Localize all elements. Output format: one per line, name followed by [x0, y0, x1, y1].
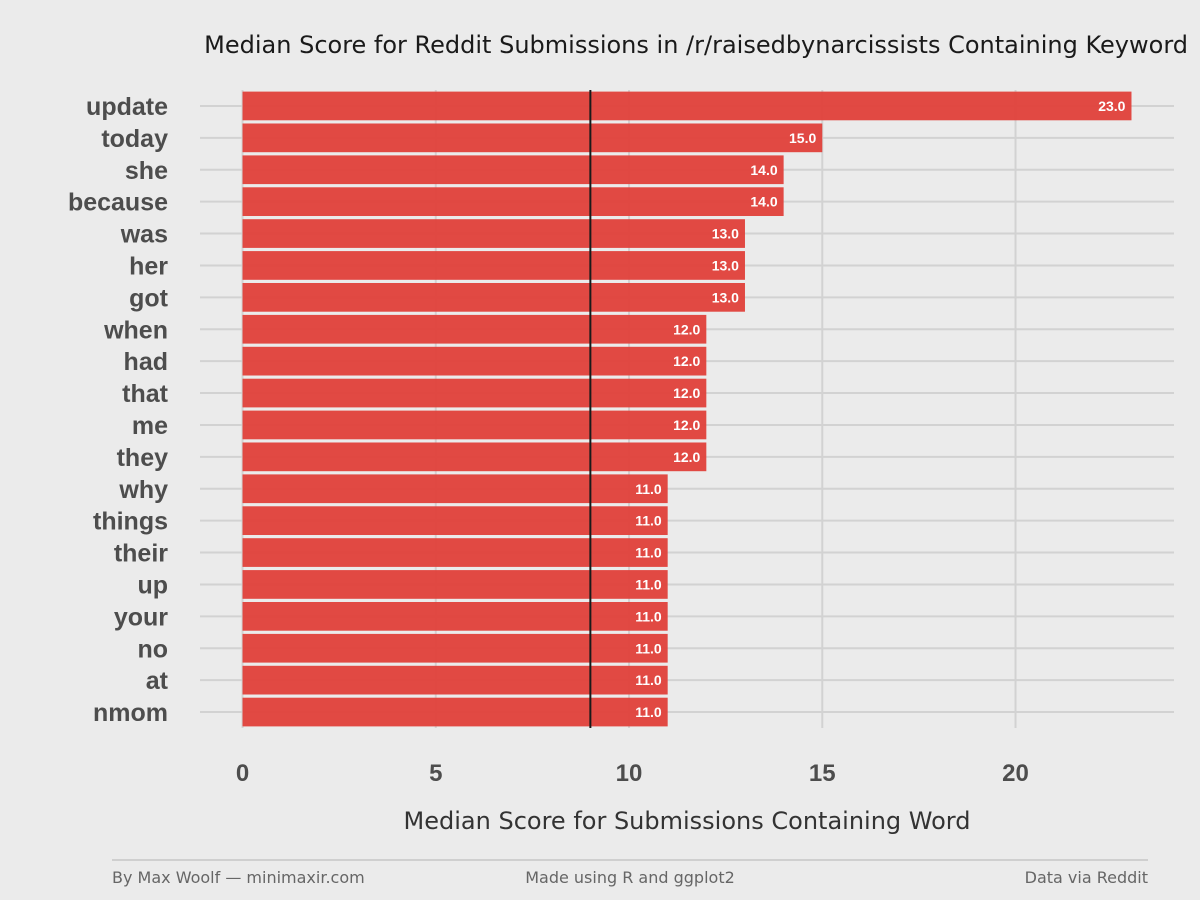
data-label-was: 13.0 [712, 226, 739, 242]
y-label-no: no [137, 635, 168, 663]
bar-got [242, 282, 745, 312]
data-label-they: 12.0 [673, 449, 700, 465]
data-label-today: 15.0 [789, 130, 816, 146]
data-label-your: 11.0 [635, 608, 662, 624]
data-label-things: 11.0 [635, 513, 662, 529]
y-label-her: her [129, 252, 168, 280]
y-label-was: was [120, 221, 168, 249]
bar-today [242, 123, 823, 153]
x-tick-label: 20 [1002, 760, 1029, 787]
data-label-update: 23.0 [1098, 98, 1125, 114]
y-label-because: because [68, 189, 168, 217]
y-label-nmom: nmom [93, 699, 168, 727]
y-label-me: me [132, 412, 168, 440]
y-axis-labels: update today she because was her got when had tha… [68, 93, 169, 727]
grid [200, 90, 1174, 728]
footer-source: Data via Reddit [1025, 868, 1148, 887]
bar-your [242, 601, 668, 631]
x-tick-label: 0 [236, 760, 249, 787]
x-tick-label: 5 [429, 760, 442, 787]
data-label-nmom: 11.0 [635, 704, 662, 720]
y-label-at: at [146, 667, 169, 695]
bar-things [242, 506, 668, 536]
y-label-they: they [117, 444, 169, 472]
bar-was [242, 219, 745, 248]
y-label-update: update [86, 93, 168, 121]
x-tick-label: 10 [616, 760, 643, 787]
y-label-your: your [114, 603, 168, 631]
data-label-no: 11.0 [635, 640, 662, 656]
x-tick-label: 15 [809, 760, 836, 787]
bar-when [242, 314, 707, 344]
bar-why [242, 474, 668, 504]
data-label-their: 11.0 [635, 545, 662, 561]
x-axis-ticks: 0 5 10 15 20 [236, 760, 1029, 787]
y-label-why: why [118, 476, 168, 504]
bar-at [242, 665, 668, 695]
y-label-their: their [114, 540, 168, 568]
bar-me [242, 410, 707, 440]
y-label-when: when [103, 316, 168, 344]
bar-they [242, 442, 707, 472]
y-label-up: up [137, 571, 168, 599]
y-label-she: she [125, 157, 168, 185]
chart-title: Median Score for Reddit Submissions in /… [204, 31, 1188, 59]
data-label-her: 13.0 [712, 257, 739, 273]
data-labels: 23.0 15.0 14.0 14.0 13.0 13.0 13.0 12.0 12.0 12.0… [635, 98, 1126, 720]
data-label-me: 12.0 [673, 417, 700, 433]
footer-credit: By Max Woolf — minimaxir.com [112, 868, 365, 887]
data-label-that: 12.0 [673, 385, 700, 401]
bars [242, 91, 1132, 727]
data-label-got: 13.0 [712, 289, 739, 305]
y-label-things: things [93, 508, 168, 536]
bar-because [242, 187, 784, 217]
bar-her [242, 251, 745, 280]
bar-no [242, 633, 668, 663]
data-label-because: 14.0 [750, 194, 777, 210]
data-label-why: 11.0 [635, 481, 662, 497]
y-label-got: got [129, 284, 169, 312]
footer-tool: Made using R and ggplot2 [525, 868, 735, 887]
data-label-had: 12.0 [673, 353, 700, 369]
bar-she [242, 155, 784, 185]
bar-their [242, 538, 668, 567]
bar-nmom [242, 697, 668, 727]
data-label-at: 11.0 [635, 672, 662, 688]
x-axis-label: Median Score for Submissions Containing … [404, 807, 971, 835]
bar-up [242, 570, 668, 599]
data-label-she: 14.0 [750, 162, 777, 178]
y-label-that: that [122, 380, 169, 408]
data-label-up: 11.0 [635, 576, 662, 592]
bar-that [242, 378, 707, 408]
bar-had [242, 346, 707, 376]
data-label-when: 12.0 [673, 321, 700, 337]
y-label-had: had [124, 348, 168, 376]
y-label-today: today [101, 125, 168, 153]
bar-update [242, 91, 1132, 121]
